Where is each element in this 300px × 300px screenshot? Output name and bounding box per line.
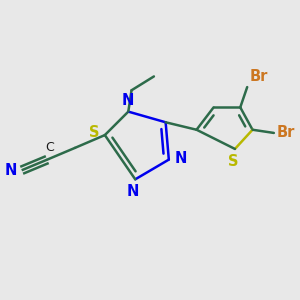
Text: Br: Br (277, 125, 296, 140)
Text: S: S (228, 154, 238, 169)
Text: S: S (89, 125, 100, 140)
Text: N: N (174, 151, 187, 166)
Text: N: N (122, 93, 134, 108)
Text: N: N (5, 163, 17, 178)
Text: C: C (45, 141, 54, 154)
Text: Br: Br (249, 69, 268, 84)
Text: N: N (126, 184, 139, 199)
